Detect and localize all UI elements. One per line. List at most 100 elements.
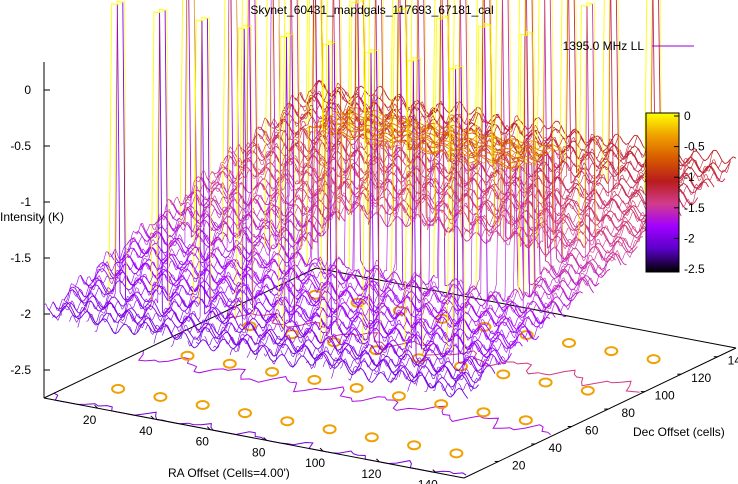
surface-row-segment [598, 167, 602, 169]
surface-row-segment [384, 150, 389, 155]
spike-footprint [153, 392, 168, 402]
surface-row-segment [343, 263, 347, 268]
surface-row-segment [597, 145, 602, 151]
surface-row-segment [704, 166, 709, 171]
surface-row-segment [715, 150, 720, 156]
surface-row-segment [620, 136, 624, 143]
surface-row-segment [261, 152, 265, 158]
surface-row-segment [396, 166, 401, 174]
spike-footprint [538, 377, 553, 388]
surface-row-segment [266, 139, 271, 144]
surface-row-segment [430, 198, 435, 205]
surface-row-segment [630, 208, 635, 213]
surface-row-segment [261, 155, 265, 160]
surface-row-segment [590, 288, 594, 294]
surface-row-segment [295, 165, 300, 172]
surface-row-segment [406, 224, 410, 227]
surface-row-segment [619, 218, 623, 222]
surface-row-segment [374, 267, 378, 270]
surface-row-segment [601, 176, 605, 179]
surface-row-segment [308, 112, 312, 118]
surface-row-segment [626, 183, 631, 188]
surface-row-segment [519, 226, 523, 229]
surface-row-segment [385, 277, 390, 281]
surface-row-segment [565, 198, 572, 203]
surface-row-segment [565, 195, 569, 200]
surface-row-segment [384, 141, 389, 145]
surface-row-segment [559, 0, 563, 174]
surface-row-segment [342, 146, 347, 154]
surface-row-segment [598, 160, 602, 163]
surface-row-segment [710, 182, 715, 188]
surface-row-segment [313, 216, 318, 221]
surface-row-segment [399, 11, 404, 283]
surface-row-segment [597, 140, 602, 148]
surface-row-segment [384, 124, 391, 127]
surface-row-segment [556, 258, 560, 263]
surface-row-segment [488, 229, 492, 232]
surface-row-segment [688, 156, 692, 159]
surface-row-segment [272, 0, 277, 245]
surface-row-segment [592, 259, 597, 263]
surface-row-segment [611, 235, 615, 238]
surface-row-segment [635, 192, 640, 196]
spike-footprint [434, 399, 449, 410]
surface-row-segment [470, 114, 475, 120]
surface-row-segment [595, 156, 599, 162]
surface-row-segment [631, 135, 635, 140]
surface-row-segment [378, 117, 382, 120]
surface-row-segment [616, 203, 620, 210]
surface-row-segment [353, 0, 356, 139]
surface-row-segment [581, 167, 586, 171]
surface-row-segment [404, 152, 409, 159]
surface-row-segment [589, 246, 594, 251]
surface-row-segment [620, 157, 625, 161]
surface-row-segment [545, 177, 549, 183]
spike-footprint [604, 346, 619, 357]
surface-row-segment [439, 190, 443, 194]
surface-row-segment [402, 98, 407, 106]
contour-line [137, 350, 551, 436]
surface-row-segment [470, 110, 475, 115]
surface-row-segment [691, 180, 695, 187]
surface-row-segment [620, 157, 624, 160]
surface-row-segment [639, 139, 644, 147]
surface-row-segment [599, 195, 603, 202]
surface-row-segment [347, 0, 351, 130]
surface-row-segment [177, 238, 181, 244]
surface-row-segment [360, 85, 365, 89]
back-left-edge [43, 267, 317, 399]
surface-row-segment [173, 218, 178, 221]
surface-row-segment [443, 148, 448, 154]
surface-row-segment [258, 126, 262, 129]
surface-row-segment [458, 289, 463, 295]
spike-footprint [222, 358, 237, 369]
surface-row-segment [593, 183, 597, 190]
surface-row-segment [181, 202, 185, 205]
surface-row-segment [528, 187, 533, 192]
surface-row-segment [601, 0, 605, 176]
surface-row-segment [609, 172, 614, 177]
surface-row-segment [576, 171, 580, 177]
surface-row-segment [573, 182, 578, 185]
surface-row-segment [730, 156, 734, 160]
surface-row-segment [351, 150, 355, 155]
spike-footprint [411, 353, 426, 364]
spike-footprint [449, 448, 464, 459]
surface-row-segment [528, 183, 533, 188]
spike-footprint [265, 366, 280, 377]
surface-row-segment [568, 0, 572, 184]
surface-row-segment [554, 296, 558, 299]
surface-row-segment [465, 214, 469, 221]
surface-row-segment [590, 174, 594, 179]
spike-footprint [307, 374, 322, 385]
surface-row-segment [288, 113, 293, 118]
surface-row-segment [691, 167, 695, 173]
surface-row-segment [468, 228, 472, 232]
surface-row-segment [261, 263, 266, 268]
surface-row-segment [509, 290, 514, 297]
surface-row-segment [502, 238, 506, 242]
surface-row-segment [541, 251, 546, 256]
surface-row-segment [213, 225, 217, 231]
surface-row-segment [574, 204, 578, 211]
